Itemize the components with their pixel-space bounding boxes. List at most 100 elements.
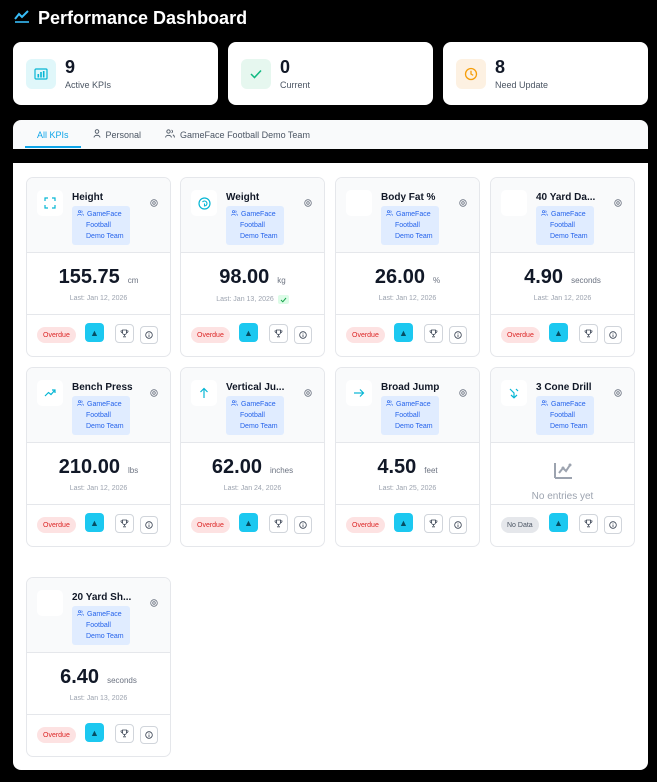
- add-entry-button[interactable]: ▲: [85, 513, 104, 532]
- info-icon[interactable]: [140, 326, 158, 344]
- add-entry-button[interactable]: ▲: [85, 723, 104, 742]
- info-icon[interactable]: [604, 326, 622, 344]
- trophy-icon[interactable]: [269, 324, 288, 343]
- team-tag: GameFace Football Demo Team: [72, 396, 130, 435]
- kpi-card[interactable]: Broad Jump GameFace Football Demo Team 4.50 f…: [335, 367, 480, 547]
- team-tag-line: Demo Team: [86, 633, 124, 640]
- status-badge: Overdue: [191, 517, 230, 533]
- status-badge: Overdue: [191, 327, 230, 343]
- kpi-unit: seconds: [571, 276, 601, 285]
- kpi-card[interactable]: 40 Yard Da... GameFace Football Demo Team 4.…: [490, 177, 635, 357]
- target-icon[interactable]: [614, 194, 622, 212]
- target-icon[interactable]: [304, 384, 312, 402]
- team-tag-line: Demo Team: [395, 423, 433, 430]
- tab-team[interactable]: GameFace Football Demo Team: [153, 120, 322, 149]
- kpi-unit: cm: [127, 276, 139, 285]
- tab-all-kpis[interactable]: All KPIs: [25, 120, 81, 149]
- info-icon[interactable]: [140, 516, 158, 534]
- trophy-icon[interactable]: [579, 324, 598, 343]
- team-tag-line: GameFace: [87, 401, 122, 408]
- summary-value: 9: [65, 57, 76, 77]
- info-icon[interactable]: [449, 326, 467, 344]
- team-tag-line: Football: [395, 412, 420, 419]
- kpi-value: 210.00: [58, 456, 120, 478]
- team-tag-line: Demo Team: [395, 233, 433, 240]
- add-entry-button[interactable]: ▲: [239, 323, 258, 342]
- kpi-name: 40 Yard Da...: [536, 192, 596, 203]
- target-icon[interactable]: [150, 194, 158, 212]
- team-tag-line: GameFace: [87, 611, 122, 618]
- tab-label: Personal: [105, 129, 142, 140]
- scale-icon: [191, 190, 217, 216]
- team-tag: GameFace Football Demo Team: [226, 396, 284, 435]
- tab-personal[interactable]: Personal: [81, 120, 154, 149]
- target-icon[interactable]: [459, 194, 467, 212]
- target-icon[interactable]: [150, 594, 158, 612]
- team-tag-line: Football: [240, 412, 265, 419]
- add-entry-button[interactable]: ▲: [394, 323, 413, 342]
- status-badge: No Data: [501, 517, 539, 533]
- kpi-card[interactable]: Weight GameFace Football Demo Team 98.00 kg La…: [180, 177, 325, 357]
- kpi-card[interactable]: Bench Press GameFace Football Demo Team 210.…: [26, 367, 171, 547]
- kpi-value: 4.50: [377, 456, 417, 478]
- trophy-icon[interactable]: [579, 514, 598, 533]
- kpi-last-updated: Last: Jan 24, 2026: [223, 485, 282, 492]
- tab-label: GameFace Football Demo Team: [180, 129, 310, 140]
- trophy-icon[interactable]: [115, 324, 134, 343]
- tab-label: All KPIs: [37, 129, 69, 140]
- kpi-value: 26.00: [374, 266, 425, 288]
- users-icon: [77, 609, 84, 620]
- target-icon[interactable]: [304, 194, 312, 212]
- info-icon[interactable]: [604, 516, 622, 534]
- kpi-unit: %: [432, 276, 441, 285]
- trophy-icon[interactable]: [424, 324, 443, 343]
- trophy-icon[interactable]: [424, 514, 443, 533]
- kpi-last-updated: Last: Jan 25, 2026: [378, 485, 437, 492]
- kpi-card[interactable]: Vertical Ju... GameFace Football Demo Team 6…: [180, 367, 325, 547]
- info-icon[interactable]: [140, 726, 158, 744]
- add-entry-button[interactable]: ▲: [394, 513, 413, 532]
- trend-line-icon: [14, 9, 30, 28]
- info-icon[interactable]: [449, 516, 467, 534]
- team-tag-line: GameFace: [241, 401, 276, 408]
- kpi-last-updated: Last: Jan 13, 2026: [69, 695, 128, 702]
- kpi-card[interactable]: Body Fat % GameFace Football Demo Team 26.00…: [335, 177, 480, 357]
- team-tag-line: Demo Team: [86, 423, 124, 430]
- trend-up-icon: [37, 380, 63, 406]
- kpi-value: 4.90: [524, 266, 564, 288]
- target-icon[interactable]: [459, 384, 467, 402]
- kpi-unit: inches: [269, 466, 294, 475]
- kpi-card[interactable]: 20 Yard Sh... GameFace Football Demo Team 6.…: [26, 577, 171, 757]
- users-icon: [386, 399, 393, 410]
- target-icon[interactable]: [614, 384, 622, 402]
- users-icon: [231, 209, 238, 220]
- add-entry-button[interactable]: ▲: [549, 323, 568, 342]
- status-badge: Overdue: [37, 327, 76, 343]
- status-badge: Overdue: [346, 327, 385, 343]
- kpi-card[interactable]: Height GameFace Football Demo Team 155.75 cm L…: [26, 177, 171, 357]
- team-tag-line: Football: [86, 622, 111, 629]
- kpi-name: Broad Jump: [381, 382, 440, 393]
- summary-value: 8: [495, 57, 506, 77]
- team-tag: GameFace Football Demo Team: [536, 206, 594, 245]
- status-badge: Overdue: [37, 727, 76, 743]
- kpi-value: 6.40: [60, 666, 100, 688]
- trophy-icon[interactable]: [269, 514, 288, 533]
- target-icon[interactable]: [150, 384, 158, 402]
- add-entry-button[interactable]: ▲: [85, 323, 104, 342]
- team-tag-line: GameFace: [396, 401, 431, 408]
- empty-chart-icon: [553, 463, 573, 484]
- team-tag-line: Football: [86, 222, 111, 229]
- team-tag-line: Demo Team: [240, 423, 278, 430]
- info-icon[interactable]: [294, 516, 312, 534]
- kpi-card[interactable]: 3 Cone Drill GameFace Football Demo Team No …: [490, 367, 635, 547]
- trophy-icon[interactable]: [115, 724, 134, 743]
- kpi-value: 98.00: [219, 266, 270, 288]
- trophy-icon[interactable]: [115, 514, 134, 533]
- users-icon: [231, 399, 238, 410]
- team-tag-line: Demo Team: [550, 423, 588, 430]
- kpi-last-updated: Last: Jan 12, 2026: [533, 295, 592, 302]
- add-entry-button[interactable]: ▲: [239, 513, 258, 532]
- info-icon[interactable]: [294, 326, 312, 344]
- add-entry-button[interactable]: ▲: [549, 513, 568, 532]
